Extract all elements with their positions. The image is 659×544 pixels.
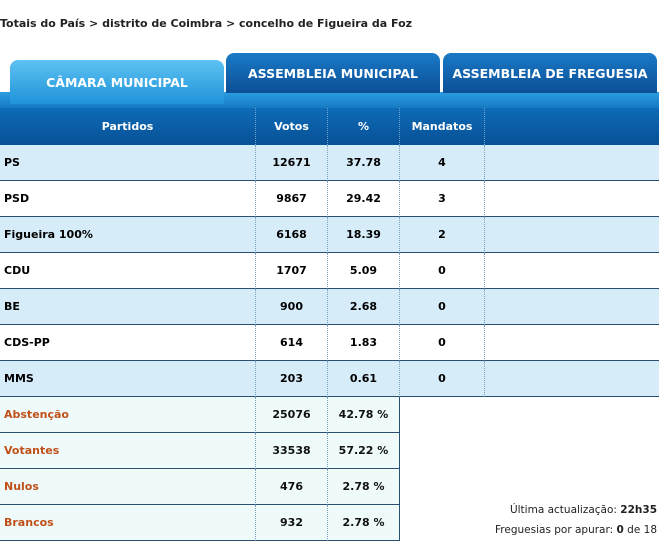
- table-cell: 0: [400, 253, 485, 289]
- party-name: MMS: [0, 361, 256, 397]
- summary-cell: 25076: [256, 397, 328, 433]
- table-cell: 6168: [256, 217, 328, 253]
- column-header: Mandatos: [400, 108, 485, 145]
- table-cell: 900: [256, 289, 328, 325]
- table-cell-empty: [485, 325, 659, 361]
- column-header: Votos: [256, 108, 328, 145]
- party-name: PSD: [0, 181, 256, 217]
- table-cell-empty: [485, 361, 659, 397]
- table-cell: 5.09: [328, 253, 400, 289]
- table-cell: 12671: [256, 145, 328, 181]
- pending-info: Freguesias por apurar: 0 de 18: [495, 524, 657, 536]
- pending-total: de 18: [627, 524, 657, 536]
- table-cell: 614: [256, 325, 328, 361]
- summary-label: Brancos: [0, 505, 256, 541]
- party-name: Figueira 100%: [0, 217, 256, 253]
- table-cell: 0: [400, 289, 485, 325]
- update-info: Última actualização: 22h35: [510, 504, 657, 516]
- summary-label: Votantes: [0, 433, 256, 469]
- tab[interactable]: CÂMARA MUNICIPAL: [10, 60, 224, 104]
- table-cell-empty: [485, 217, 659, 253]
- table-cell: 4: [400, 145, 485, 181]
- party-name: CDU: [0, 253, 256, 289]
- table-cell: 9867: [256, 181, 328, 217]
- pending-label: Freguesias por apurar:: [495, 524, 614, 536]
- table-cell: 2.68: [328, 289, 400, 325]
- column-header-empty: [485, 108, 659, 145]
- summary-cell: 57.22 %: [328, 433, 400, 469]
- party-name: CDS-PP: [0, 325, 256, 361]
- table-cell: 18.39: [328, 217, 400, 253]
- breadcrumb: Totais do País > distrito de Coimbra > c…: [0, 17, 413, 30]
- table-cell: 37.78: [328, 145, 400, 181]
- summary-cell: 33538: [256, 433, 328, 469]
- table-cell: 29.42: [328, 181, 400, 217]
- table-cell-empty: [485, 289, 659, 325]
- table-cell: 2: [400, 217, 485, 253]
- summary-cell: 2.78 %: [328, 469, 400, 505]
- tab[interactable]: ASSEMBLEIA DE FREGUESIA: [443, 53, 657, 93]
- table-cell-empty: [485, 181, 659, 217]
- summary-cell: 42.78 %: [328, 397, 400, 433]
- summary-cell: 932: [256, 505, 328, 541]
- party-name: PS: [0, 145, 256, 181]
- table-cell-empty: [485, 145, 659, 181]
- summary-label: Nulos: [0, 469, 256, 505]
- table-cell: 0.61: [328, 361, 400, 397]
- column-header: Partidos: [0, 108, 256, 145]
- table-cell: 0: [400, 361, 485, 397]
- summary-cell: 476: [256, 469, 328, 505]
- table-cell-empty: [485, 253, 659, 289]
- column-header: %: [328, 108, 400, 145]
- pending-count: 0: [616, 524, 624, 536]
- update-label: Última actualização:: [509, 504, 617, 516]
- table-cell: 203: [256, 361, 328, 397]
- table-cell: 3: [400, 181, 485, 217]
- tab[interactable]: ASSEMBLEIA MUNICIPAL: [226, 53, 440, 93]
- update-time: 22h35: [620, 504, 657, 516]
- summary-cell: 2.78 %: [328, 505, 400, 541]
- summary-label: Abstenção: [0, 397, 256, 433]
- party-name: BE: [0, 289, 256, 325]
- table-cell: 1707: [256, 253, 328, 289]
- table-cell: 0: [400, 325, 485, 361]
- table-cell: 1.83: [328, 325, 400, 361]
